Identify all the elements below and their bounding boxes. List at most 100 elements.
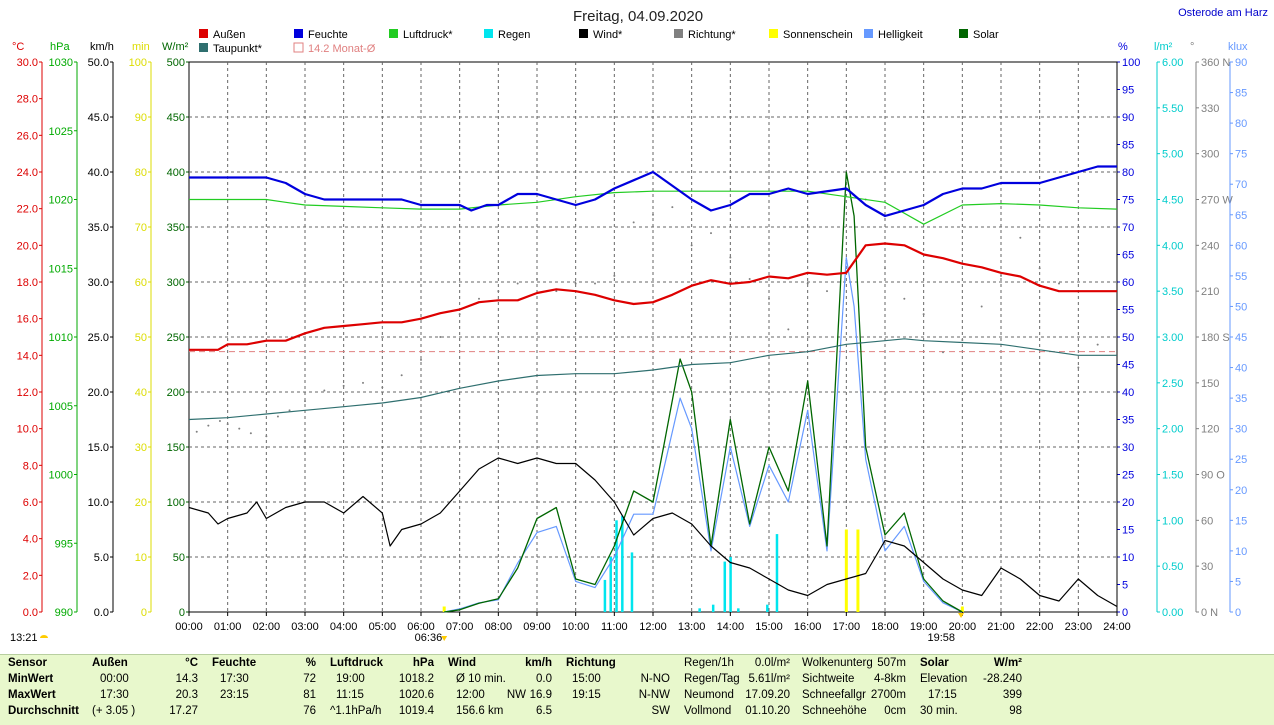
axis-tick-label: 1005 (49, 401, 73, 413)
sun-markers: 13:21 06:36 19:58 (10, 613, 965, 644)
axis-tick-label: 4.0 (23, 534, 38, 546)
stats-feuchte-max-value: 81 (303, 689, 316, 701)
x-axis-tick-label: 18:00 (871, 621, 899, 633)
direction-dot (458, 313, 461, 316)
direction-dot (748, 277, 751, 280)
axis-tick-label: 5.0 (94, 552, 109, 564)
rain-bar (737, 608, 740, 612)
axis-tick-label: 60 (135, 277, 147, 289)
rain-bar (729, 557, 732, 612)
axis-tick-label: 50 (135, 332, 147, 344)
location-link[interactable]: Osterode am Harz (1178, 7, 1268, 19)
direction-dot (710, 232, 712, 235)
axis-tick-label: 100 (167, 497, 185, 509)
x-axis-tick-label: 17:00 (833, 621, 861, 633)
stats-header-richtung: Richtung (566, 657, 616, 669)
axis-tick-label: 70 (1122, 222, 1134, 234)
axis-tick-label: 30.0 (88, 277, 109, 289)
rain-bar (766, 604, 769, 612)
direction-dot (555, 290, 558, 293)
axis-tick-label: 20.0 (88, 387, 109, 399)
series-line-feuchte (189, 165, 1117, 218)
legend-swatch (864, 29, 873, 38)
axis-tick-label: 0 N (1201, 607, 1218, 619)
axis-tick-label: 20 (1235, 485, 1247, 497)
axis-tick-label: 200 (167, 387, 185, 399)
direction-dot (1077, 366, 1080, 369)
direction-dot (439, 336, 442, 338)
axis-tick-label: 22.0 (17, 204, 38, 216)
sunrise-marker (441, 636, 448, 641)
x-axis-tick-label: 13:00 (678, 621, 706, 633)
axis-tick-label: 1030 (49, 57, 73, 69)
axis-tick-label: 90 (1122, 112, 1134, 124)
axis-unit-label: hPa (50, 41, 70, 53)
series-line-taupunkt (188, 338, 1117, 421)
stats-wind-distance: 156.6 km (456, 705, 504, 717)
direction-dot (195, 430, 198, 433)
axis-tick-label: 50 (173, 552, 185, 564)
axis-tick-label: 85 (1122, 140, 1134, 152)
legend-label: Außen (213, 29, 245, 41)
axis-tick-label: 0.0 (94, 607, 109, 619)
stats-luftdruck-max-value: 1020.6 (398, 689, 434, 701)
axis-tick-label: 3.50 (1162, 286, 1183, 298)
axis-tick-label: 40 (1235, 363, 1247, 375)
axis-tick-label: 10 (135, 552, 147, 564)
direction-dot (400, 374, 403, 377)
stats-feuchte-avg-value: 76 (303, 705, 316, 717)
axis-tick-label: 450 (167, 112, 185, 124)
x-axis-tick-label: 11:00 (601, 621, 628, 633)
axis-tick-label: 20.0 (17, 240, 38, 252)
legend-label: Richtung* (688, 29, 736, 41)
stats-feuchte-min-value: 72 (303, 673, 316, 685)
axis-tick-label: 400 (167, 167, 185, 179)
stats-aussen-min-value: 14.3 (175, 673, 198, 685)
direction-dot (342, 384, 345, 387)
legend-label: Regen (498, 29, 530, 41)
axis-tick-label: 40 (1122, 387, 1134, 399)
axis-tick-label: 990 (55, 607, 73, 619)
axis-tick-label: 45 (1122, 360, 1134, 372)
rain-bar (609, 557, 612, 612)
axis-tick-label: 100 (129, 57, 147, 69)
x-axis-tick-label: 06:00 (407, 621, 435, 633)
x-axis-tick-label: 04:00 (330, 621, 358, 633)
stats-solar-column: Solar W/m² Elevation -28.240 17:15 399 30 m… (920, 657, 1024, 721)
stats-wolken-label: Wolkenunterg (802, 657, 873, 669)
axis-tick-label: 60 (1122, 277, 1134, 289)
axis-tick-label: 50.0 (88, 57, 109, 69)
axis-tick-label: 45 (1235, 332, 1247, 344)
direction-dot (249, 432, 252, 435)
x-axis-tick-label: 22:00 (1026, 621, 1054, 633)
stats-aussen-max-value: 20.3 (175, 689, 198, 701)
stats-richtung-avg-value: SW (651, 705, 670, 717)
stats-label-max: MaxWert (8, 689, 56, 701)
x-axis-tick-label: 05:00 (369, 621, 397, 633)
stats-sicht-label: Sichtweite (802, 673, 855, 685)
direction-dot (922, 313, 925, 316)
stats-wind-column: Wind km/h Ø 10 min. 0.0 12:00 NW 16.9 156.6 … (448, 657, 554, 721)
x-axis-tick-label: 10:00 (562, 621, 590, 633)
rain-bar (603, 579, 607, 612)
stats-richtung-min-value: N-NO (640, 673, 670, 685)
axis-unit-label: ° (1190, 41, 1194, 53)
direction-dot (826, 290, 828, 293)
axis-tick-label: 40.0 (88, 167, 109, 179)
stats-regen-1h-label: Regen/1h (684, 657, 734, 669)
stats-unit-feuchte: % (305, 657, 316, 669)
legend-swatch (199, 29, 208, 38)
axis-tick-label: 30 (1122, 442, 1134, 454)
axis-unit-label: °C (12, 41, 24, 53)
axis-tick-label: 270 W (1201, 195, 1233, 207)
stats-wolken-column: Wolkenunterg 507m Sichtweite 4-8km Schneef… (802, 657, 908, 721)
x-axis-tick-label: 00:00 (175, 621, 203, 633)
x-axis-tick-label: 07:00 (446, 621, 474, 633)
axis-unit-label: W/m² (162, 41, 189, 53)
axis-tick-label: 4.50 (1162, 195, 1183, 207)
axis-tick-label: 65 (1122, 250, 1134, 262)
legend-label: Sonnenschein (783, 29, 853, 41)
stats-aussen-max-time: 17:30 (100, 689, 129, 701)
axis-tick-label: 300 (1201, 149, 1219, 161)
axis-tick-label: 5 (1122, 580, 1128, 592)
